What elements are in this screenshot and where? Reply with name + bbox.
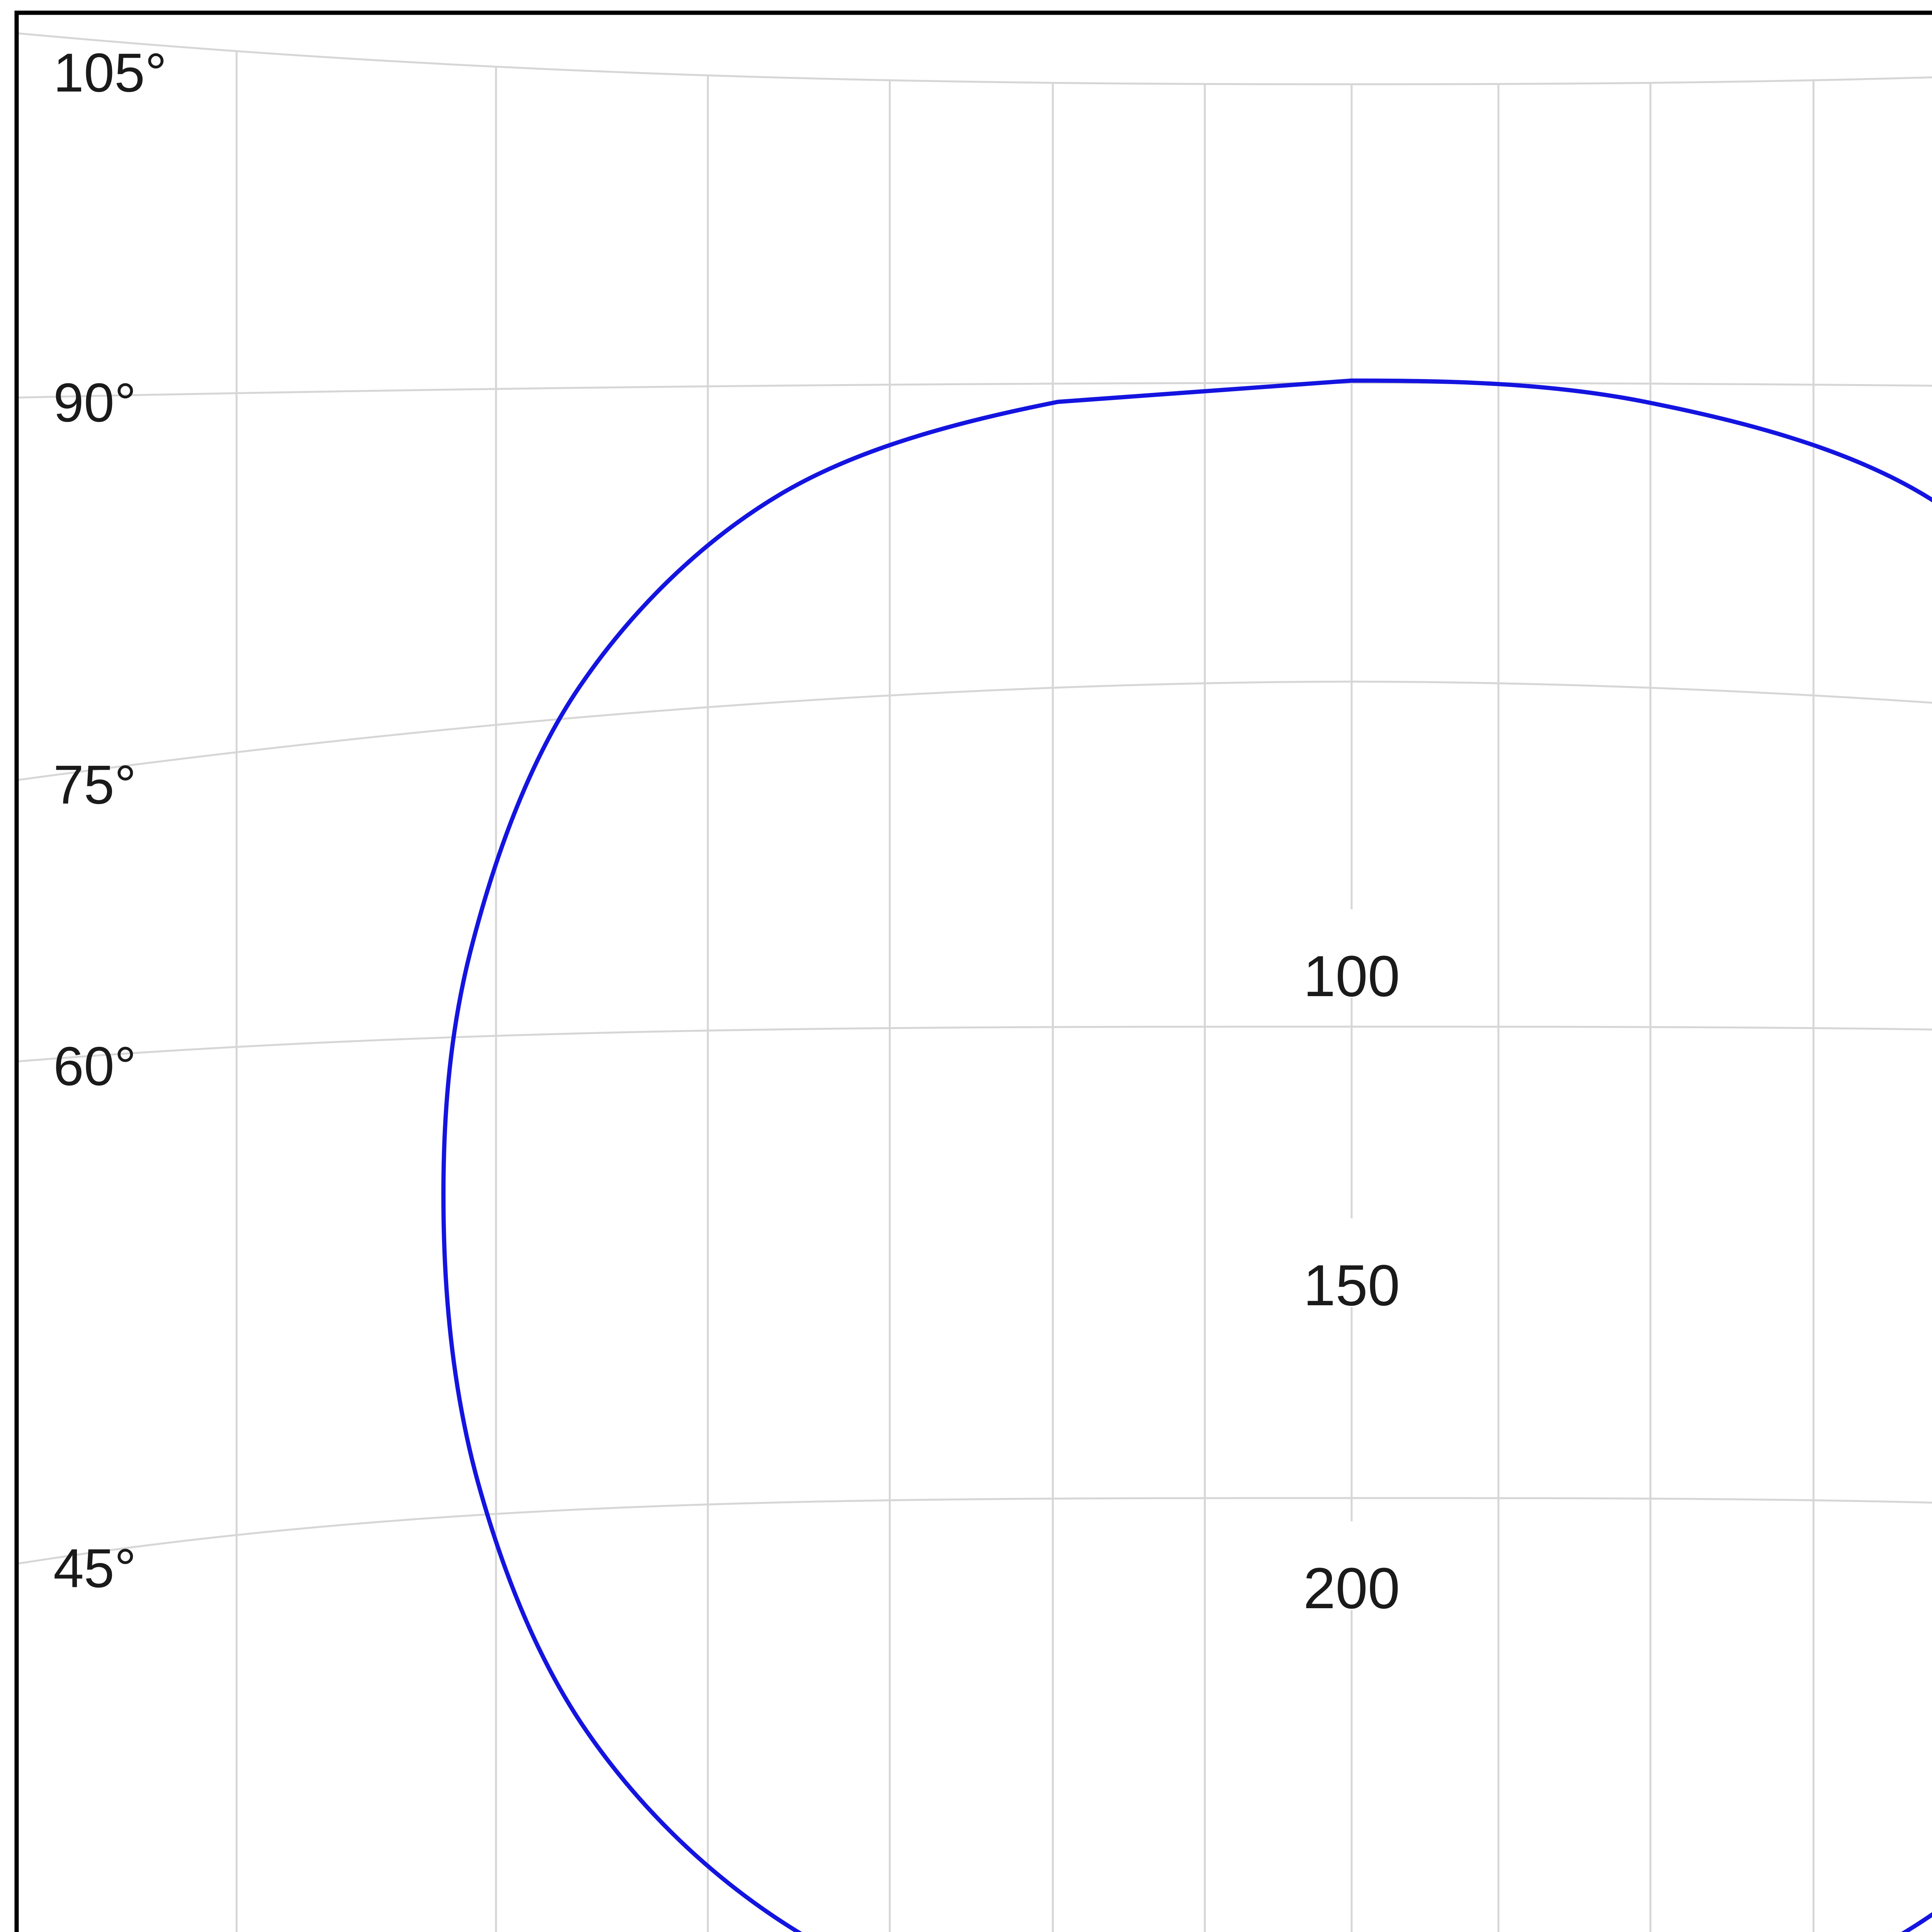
svg-text:200: 200 — [1303, 1556, 1400, 1621]
svg-text:75°: 75° — [53, 754, 136, 816]
svg-text:60°: 60° — [53, 1036, 136, 1097]
svg-text:45°: 45° — [53, 1537, 136, 1599]
svg-text:90°: 90° — [53, 372, 136, 434]
svg-text:105°: 105° — [53, 42, 167, 104]
svg-text:100: 100 — [1303, 944, 1400, 1009]
svg-text:150: 150 — [1303, 1253, 1400, 1318]
